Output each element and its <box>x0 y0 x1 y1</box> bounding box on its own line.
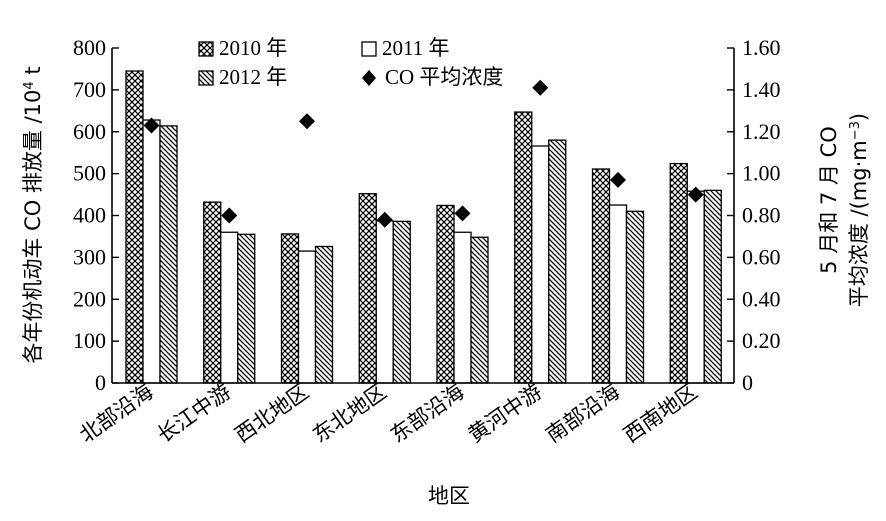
co-concentration-marker-6 <box>610 171 626 188</box>
bar-2011-1 <box>220 231 239 384</box>
left-y-title-main: 各年份机动车 CO 排放量 /10 <box>21 90 45 364</box>
legend-label-2011: 2011 年 <box>382 36 449 60</box>
x-tick-label: 南部沿海 <box>542 379 625 447</box>
bar-2012-2 <box>314 245 334 384</box>
left-tick-label: 500 <box>73 161 106 186</box>
right-y-axis-title-line2: 平均浓度 /(mg·m−3) <box>847 113 871 307</box>
legend-swatch-2011 <box>361 41 377 57</box>
left-y-title-unit: t <box>21 66 45 81</box>
left-y-ticks: 0 100 200 300 400 500 600 700 800 <box>73 35 119 395</box>
right-tick-label: 0.20 <box>742 328 781 353</box>
legend-label-2010: 2010 年 <box>219 36 287 60</box>
bar-2011-3 <box>375 220 394 384</box>
bar-2010-5 <box>514 111 533 384</box>
co-concentration-marker-4 <box>454 205 471 222</box>
left-tick-label: 700 <box>73 77 106 102</box>
legend-diamond-icon <box>362 70 376 86</box>
bar-2012-4 <box>470 236 489 384</box>
bar-2011-4 <box>453 231 472 384</box>
bar-2010-2 <box>280 233 300 384</box>
legend: 2010 年 2011 年 2012 年 CO 平均浓度 <box>198 36 503 89</box>
bar-2012-0 <box>159 125 178 384</box>
right-tick-label: 1.00 <box>742 161 781 186</box>
co-concentration-marker-7 <box>687 186 704 203</box>
right-y-title-close: ) <box>847 113 871 121</box>
bar-2010-1 <box>203 201 222 384</box>
legend-label-2012: 2012 年 <box>219 65 287 89</box>
bar-2011-7 <box>686 190 705 384</box>
left-tick-label: 600 <box>73 119 106 144</box>
left-tick-label: 400 <box>73 203 106 228</box>
co-concentration-marker-2 <box>299 113 315 130</box>
markers-layer <box>143 79 704 228</box>
right-tick-label: 1.20 <box>742 119 781 144</box>
bar-2012-1 <box>237 233 256 384</box>
x-tick-label: 西南地区 <box>619 379 702 447</box>
left-y-axis-title: 各年份机动车 CO 排放量 /104 t <box>21 66 45 363</box>
bar-2010-4 <box>436 204 455 384</box>
bar-2010-7 <box>669 162 688 384</box>
left-tick-label: 200 <box>73 286 106 311</box>
right-y-title-main: 平均浓度 /(mg·m <box>847 140 871 307</box>
left-tick-label: 100 <box>73 328 106 353</box>
co-concentration-marker-5 <box>532 79 549 96</box>
x-axis-title: 地区 <box>428 484 470 508</box>
legend-item-2012: 2012 年 <box>198 65 287 89</box>
right-tick-label: 1.60 <box>742 35 781 60</box>
right-tick-label: 0.80 <box>742 203 781 228</box>
legend-item-2011: 2011 年 <box>361 36 449 60</box>
left-tick-label: 300 <box>73 244 106 269</box>
legend-swatch-2010 <box>198 41 214 57</box>
legend-item-co: CO 平均浓度 <box>362 65 503 89</box>
bar-2012-5 <box>548 139 567 384</box>
co-concentration-marker-0 <box>143 117 160 134</box>
legend-label-co: CO 平均浓度 <box>385 65 503 89</box>
right-y-title-exp: −3 <box>848 121 863 140</box>
bar-2011-5 <box>531 145 550 384</box>
legend-swatch-2012 <box>198 70 214 86</box>
right-tick-label: 0.40 <box>742 286 781 311</box>
right-tick-label: 0.60 <box>742 244 781 269</box>
x-tick-label: 东北地区 <box>308 379 391 447</box>
right-tick-label: 1.40 <box>742 77 781 102</box>
bar-2012-3 <box>392 220 411 384</box>
x-tick-label: 北部沿海 <box>75 379 158 447</box>
co-concentration-marker-1 <box>221 207 238 224</box>
bar-2010-0 <box>125 70 144 384</box>
legend-item-2010: 2010 年 <box>198 36 287 60</box>
right-y-ticks: 0 0.20 0.40 0.60 0.80 1.00 1.20 1.40 1.60 <box>727 35 781 395</box>
bars-layer <box>125 70 722 384</box>
right-y-axis-title-line1: 5 月和 7 月 CO <box>817 126 841 274</box>
right-tick-label: 0 <box>742 370 753 395</box>
bar-2012-7 <box>703 189 722 384</box>
bar-2010-6 <box>591 168 611 384</box>
bar-2012-6 <box>625 210 645 384</box>
left-tick-label: 0 <box>95 370 106 395</box>
left-tick-label: 800 <box>73 35 106 60</box>
left-y-title-exp: 4 <box>22 81 37 89</box>
bar-2011-6 <box>608 204 628 384</box>
x-tick-label: 东部沿海 <box>386 379 469 447</box>
bar-2011-2 <box>297 250 317 384</box>
bar-2010-3 <box>358 193 377 384</box>
x-tick-label: 长江中游 <box>153 379 236 447</box>
x-tick-label: 西北地区 <box>231 379 314 447</box>
x-tick-label: 黄河中游 <box>464 379 547 447</box>
co-concentration-marker-3 <box>376 211 393 228</box>
bar-2011-0 <box>142 119 161 384</box>
